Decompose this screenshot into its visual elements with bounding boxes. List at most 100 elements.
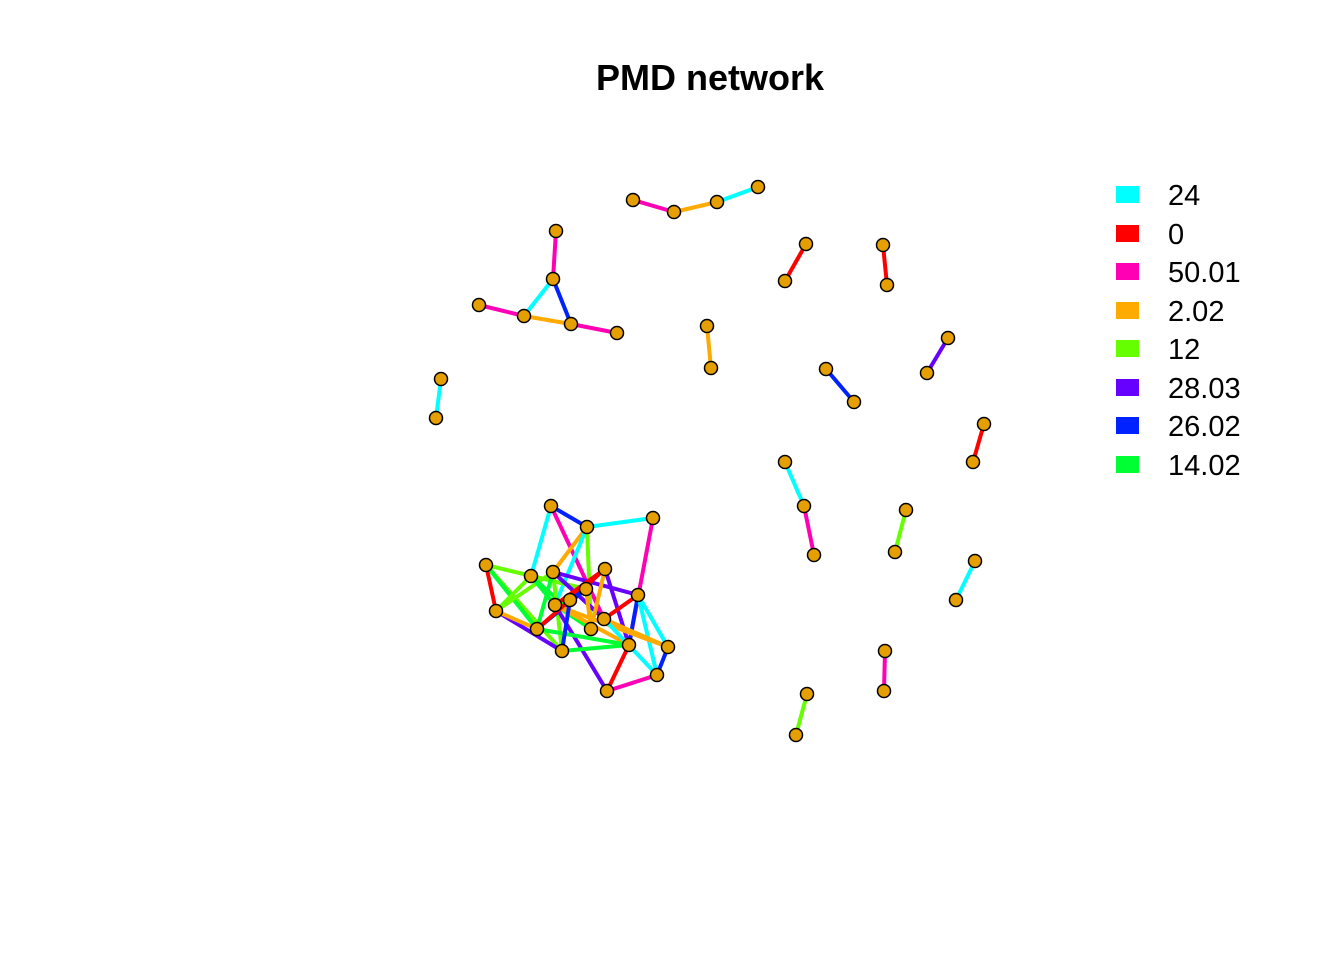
network-node (948, 592, 964, 608)
network-node (563, 316, 579, 332)
legend-label: 50.01 (1168, 257, 1241, 289)
chart-title: PMD network (595, 57, 825, 98)
network-edge (602, 617, 670, 649)
network-edge (477, 303, 526, 318)
network-edge (560, 598, 572, 653)
network-node (428, 410, 444, 426)
network-node (649, 667, 665, 683)
network-node (609, 325, 625, 341)
network-edge (627, 593, 640, 647)
network-node (967, 553, 983, 569)
network-node (798, 236, 814, 252)
legend-swatch (1116, 455, 1139, 473)
network-edge (535, 627, 631, 647)
legend-label: 2.02 (1168, 295, 1225, 328)
network-node (545, 564, 561, 580)
network-node (645, 510, 661, 526)
network-node (545, 271, 561, 287)
network-edge (569, 322, 619, 335)
legend-swatch (1116, 186, 1139, 203)
network-edge (553, 525, 589, 607)
network-node (799, 686, 815, 702)
network-node (846, 394, 862, 410)
network-edge (529, 504, 553, 578)
network-node (478, 557, 494, 573)
network-node (543, 498, 559, 514)
network-node (898, 502, 914, 518)
network-node (818, 361, 834, 377)
network-edge (522, 314, 573, 326)
network-node (625, 192, 641, 208)
network-node (630, 587, 646, 603)
network-node (750, 179, 766, 195)
network-node (579, 519, 595, 535)
network-node (548, 223, 564, 239)
network-node (777, 454, 793, 470)
network-node (516, 308, 532, 324)
network-node (875, 237, 891, 253)
network-node (547, 597, 563, 613)
network-node (965, 454, 981, 470)
network-edge (636, 593, 670, 649)
network-node (562, 592, 578, 608)
network-node (529, 621, 545, 637)
network-node (583, 621, 599, 637)
legend-swatch (1116, 340, 1139, 357)
network-node (703, 360, 719, 376)
network-node (599, 683, 615, 699)
network-edge (585, 516, 655, 529)
network-edge (535, 570, 555, 631)
network-edge (551, 277, 573, 326)
network-edge (484, 563, 498, 613)
network-edge (494, 570, 555, 613)
legend-label: 26.02 (1168, 411, 1241, 443)
network-node (488, 603, 504, 619)
network-edge (636, 593, 659, 677)
legend-swatch (1116, 301, 1139, 319)
network-edge (535, 598, 572, 631)
legend-swatch (1116, 417, 1139, 434)
legend-label: 14.02 (1168, 449, 1241, 482)
network-edge (551, 525, 589, 574)
network-node (887, 544, 903, 560)
network-node (660, 639, 676, 655)
legend-label: 24 (1168, 180, 1201, 212)
network-node (699, 318, 715, 334)
network-node (877, 643, 893, 659)
network-edge (551, 570, 640, 597)
node-layer (428, 179, 992, 743)
network-node (806, 547, 822, 563)
network-node (709, 194, 725, 210)
network-node (621, 637, 637, 653)
network-node (940, 330, 956, 346)
network-node (777, 273, 793, 289)
network-edge (802, 504, 816, 557)
network-edge (783, 460, 806, 508)
network-edge (560, 643, 631, 653)
legend-swatch (1116, 224, 1139, 242)
network-node (596, 611, 612, 627)
network-node (433, 371, 449, 387)
network-edge (494, 574, 533, 613)
legend-swatch (1116, 378, 1139, 396)
network-edge (551, 229, 558, 281)
network-node (879, 277, 895, 293)
legend-label: 28.03 (1168, 372, 1241, 405)
network-node (597, 561, 613, 577)
network-node (796, 498, 812, 514)
network-node (976, 416, 992, 432)
network-node (471, 297, 487, 313)
network-node (523, 568, 539, 584)
network-edge (605, 643, 631, 693)
network-node (666, 204, 682, 220)
network-node (578, 581, 594, 597)
network-node (554, 643, 570, 659)
network-edge (522, 277, 555, 318)
legend-label: 12 (1168, 334, 1201, 366)
legend-label: 0 (1168, 218, 1185, 251)
network-edge (672, 200, 719, 214)
network-node (919, 365, 935, 381)
edge-layer (434, 185, 986, 737)
network-node (876, 683, 892, 699)
